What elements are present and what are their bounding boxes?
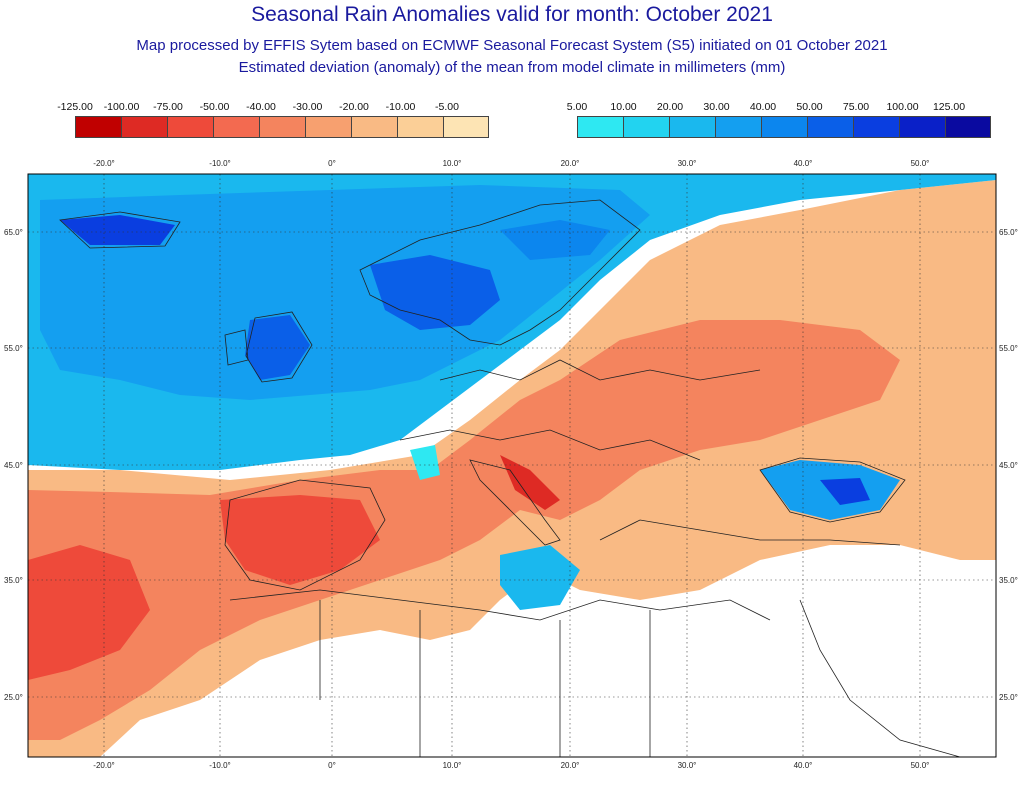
- negative-colorbar-swatch: [305, 116, 351, 138]
- negative-colorbar: [75, 116, 489, 138]
- positive-colorbar-label: 75.00: [842, 101, 870, 113]
- negative-colorbar-label: -30.00: [292, 101, 323, 113]
- negative-colorbar-swatch: [213, 116, 259, 138]
- negative-colorbar-label: -100.00: [103, 101, 140, 113]
- map-subtitle-source: Map processed by EFFIS Sytem based on EC…: [136, 37, 888, 54]
- british-isles-wet-core: [245, 315, 310, 380]
- iberia-outline: [224, 479, 386, 591]
- adriatic-dry-core: [500, 455, 560, 510]
- longitude-label: 10.0°: [443, 761, 462, 770]
- iceland-outline: [59, 211, 181, 249]
- iberia-dry-core: [220, 495, 380, 585]
- scandinavia-wet-core: [370, 255, 500, 330]
- negative-colorbar-label: -125.00: [57, 101, 93, 113]
- negative-colorbar-swatch: [443, 116, 489, 138]
- longitude-label: 30.0°: [678, 159, 697, 168]
- positive-colorbar-swatch: [577, 116, 623, 138]
- dry-anomaly-region-medium: [28, 320, 900, 740]
- ireland-outline: [224, 329, 249, 366]
- north-africa-coast: [229, 589, 771, 621]
- finland-wet-core: [500, 220, 610, 260]
- longitude-label: -20.0°: [93, 761, 114, 770]
- positive-colorbar: [577, 116, 991, 138]
- negative-colorbar-label: -75.00: [153, 101, 183, 113]
- black-sea-wet-core: [820, 478, 870, 505]
- longitude-label: 0°: [328, 159, 336, 168]
- latitude-label: 55.0°: [4, 344, 23, 353]
- map-title: Seasonal Rain Anomalies valid for month:…: [251, 3, 773, 26]
- positive-colorbar-swatch: [899, 116, 945, 138]
- positive-colorbar-label: 5.00: [566, 101, 588, 113]
- map-frame: [27, 173, 997, 758]
- italy-outline: [469, 459, 561, 546]
- longitude-label: 50.0°: [911, 159, 930, 168]
- latitude-label: 45.0°: [4, 461, 23, 470]
- latitude-label: 55.0°: [999, 344, 1018, 353]
- africa-borders: [319, 600, 651, 757]
- positive-colorbar-swatch: [669, 116, 715, 138]
- graticule-labels: -20.0° -20.0° -10.0° -10.0° 0° 0° 10.0° 10.0° 20…: [4, 159, 1018, 770]
- latitude-label: 65.0°: [4, 228, 23, 237]
- positive-colorbar-label: 125.00: [932, 101, 966, 113]
- great-britain-outline: [245, 311, 313, 383]
- negative-colorbar-label: -20.00: [339, 101, 369, 113]
- graticule: [28, 174, 996, 757]
- longitude-label: -10.0°: [209, 761, 230, 770]
- central-europe-borders: [439, 359, 761, 381]
- wet-anomaly-region-medium: [40, 185, 650, 400]
- negative-colorbar-label: -5.00: [435, 101, 459, 113]
- negative-colorbar-label: -10.00: [385, 101, 416, 113]
- turkey-coast: [599, 519, 901, 546]
- southern-europe-borders: [399, 429, 701, 461]
- latitude-label: 35.0°: [999, 576, 1018, 585]
- negative-colorbar-swatch: [351, 116, 397, 138]
- positive-colorbar-swatch: [623, 116, 669, 138]
- coastlines: [59, 199, 961, 757]
- negative-colorbar-label: -50.00: [199, 101, 230, 113]
- positive-colorbar-label: 40.00: [749, 101, 777, 113]
- latitude-label: 25.0°: [999, 693, 1018, 702]
- negative-colorbar-label: -40.00: [246, 101, 276, 113]
- longitude-label: 10.0°: [443, 159, 462, 168]
- longitude-label: 40.0°: [794, 159, 813, 168]
- latitude-label: 35.0°: [4, 576, 23, 585]
- negative-colorbar-swatch: [167, 116, 213, 138]
- longitude-label: 0°: [328, 761, 336, 770]
- longitude-label: -10.0°: [209, 159, 230, 168]
- latitude-label: 45.0°: [999, 461, 1018, 470]
- latitude-label: 25.0°: [4, 693, 23, 702]
- map-subtitle-units: Estimated deviation (anomaly) of the mea…: [238, 59, 786, 76]
- alps-wet-anomaly: [410, 445, 440, 480]
- longitude-label: 50.0°: [911, 761, 930, 770]
- longitude-label: 20.0°: [561, 761, 580, 770]
- scandinavia-outline: [359, 199, 641, 346]
- positive-colorbar-swatch: [715, 116, 761, 138]
- longitude-label: 20.0°: [561, 159, 580, 168]
- positive-colorbar-swatch: [853, 116, 899, 138]
- positive-colorbar-label: 10.00: [610, 101, 637, 113]
- positive-colorbar-swatch: [807, 116, 853, 138]
- positive-colorbar-label: 20.00: [656, 101, 684, 113]
- positive-colorbar-swatch: [761, 116, 807, 138]
- positive-colorbar-label: 30.00: [703, 101, 730, 113]
- positive-colorbar-swatch: [945, 116, 991, 138]
- central-mediterranean-wet-anomaly: [500, 545, 580, 610]
- longitude-label: 40.0°: [794, 761, 813, 770]
- negative-colorbar-swatch: [397, 116, 443, 138]
- latitude-label: 65.0°: [999, 228, 1018, 237]
- negative-colorbar-swatch: [75, 116, 121, 138]
- negative-colorbar-swatch: [259, 116, 305, 138]
- longitude-label: -20.0°: [93, 159, 114, 168]
- positive-colorbar-label: 100.00: [886, 101, 919, 113]
- positive-colorbar-label: 50.00: [796, 101, 823, 113]
- atlantic-dry-core: [28, 545, 150, 680]
- black-sea-outline: [759, 457, 906, 523]
- negative-colorbar-swatch: [121, 116, 167, 138]
- longitude-label: 30.0°: [678, 761, 697, 770]
- map-field: [28, 174, 996, 757]
- iceland-wet-core: [60, 215, 175, 245]
